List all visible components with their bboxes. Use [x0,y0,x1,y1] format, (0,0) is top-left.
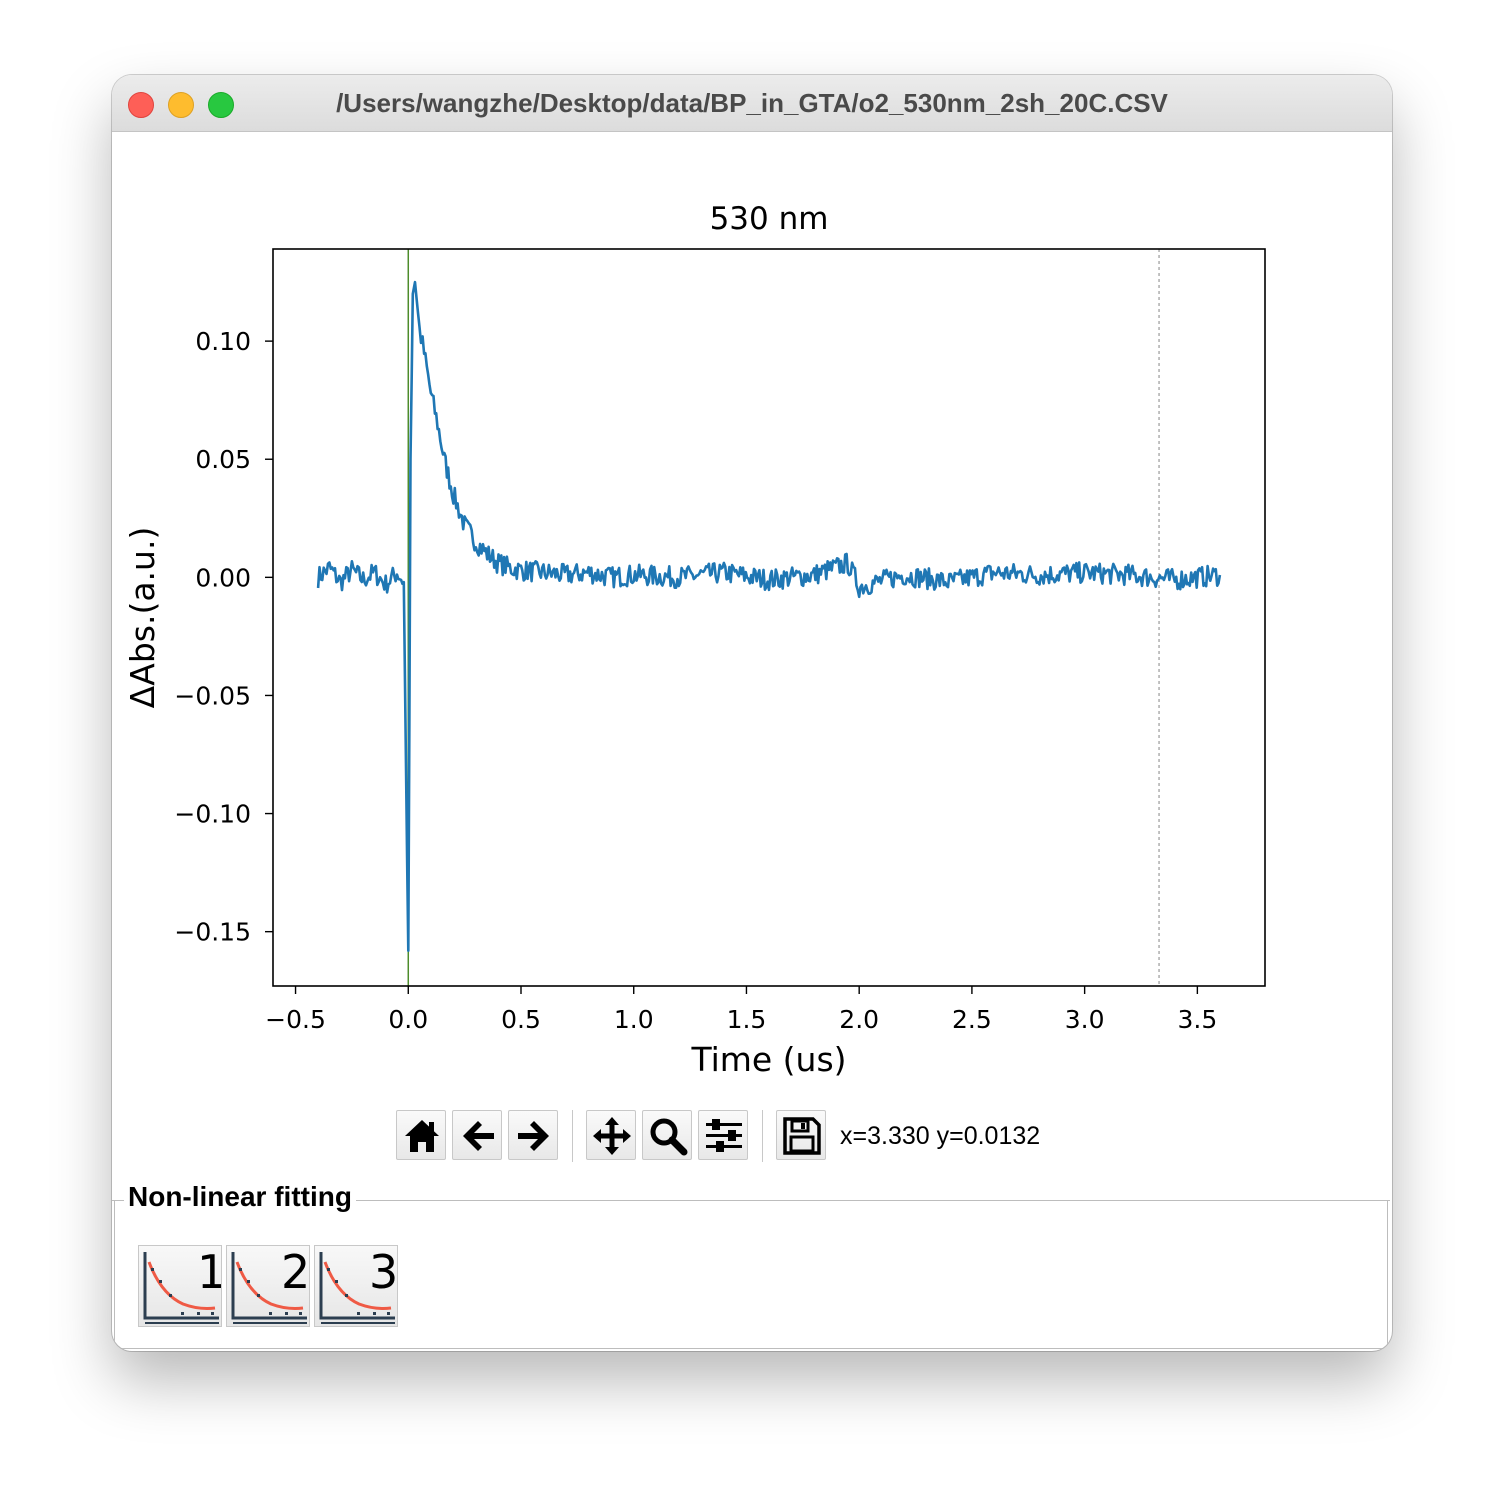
plot-canvas[interactable]: −0.5 0.0 0.5 1.0 1.5 2.0 2.5 3.0 3.5 0.10 0.05 0.00… [112,132,1392,1132]
chart-title: 530 nm [710,201,829,237]
y-tick-label: −0.10 [174,800,251,829]
x-tick-label: 2.5 [952,1005,992,1034]
close-window-button[interactable] [128,92,154,118]
y-tick-label: 0.00 [195,563,251,592]
zoom-button[interactable] [642,1110,692,1160]
x-tick-label: 3.5 [1177,1005,1217,1034]
forward-arrow-icon [518,1121,549,1151]
svg-text:3: 3 [369,1246,397,1299]
x-tick-label: 0.5 [501,1005,541,1034]
zoom-icon [650,1118,688,1156]
save-icon [783,1117,821,1155]
decay-fit-icon: 3 [319,1245,398,1324]
pan-icon [593,1117,631,1155]
x-tick-label: 1.0 [614,1005,654,1034]
back-button[interactable] [452,1110,502,1160]
x-tick-label: −0.5 [265,1005,326,1034]
window-title: /Users/wangzhe/Desktop/data/BP_in_GTA/o2… [336,88,1168,118]
y-tick-label: −0.15 [174,918,251,947]
decay-fit-icon: 1 [143,1245,226,1324]
y-tick-label: 0.05 [195,445,251,474]
configure-subplots-button[interactable] [698,1110,748,1160]
x-tick-label: 0.0 [388,1005,428,1034]
y-tick-label: −0.05 [174,681,251,710]
x-tick-label: 3.0 [1065,1005,1105,1034]
maximize-window-button[interactable] [208,92,234,118]
data-series-line [316,280,1222,952]
title-bar: /Users/wangzhe/Desktop/data/BP_in_GTA/o2… [112,75,1392,132]
y-tick-label: 0.10 [195,327,251,356]
nonlinear-fitting-group: Non-linear fitting 1 2 [112,1181,1390,1351]
x-tick-label: 2.0 [839,1005,879,1034]
x-tick-label: 1.5 [727,1005,767,1034]
save-button[interactable] [776,1110,826,1160]
toolbar-separator [572,1110,573,1162]
svg-text:1: 1 [197,1246,221,1299]
decay-fit-icon: 2 [231,1245,310,1324]
svg-text:2: 2 [281,1246,309,1299]
plot-frame [272,248,1266,987]
home-button[interactable] [396,1110,446,1160]
fit-3-button[interactable]: 3 [314,1245,398,1327]
home-icon [405,1120,439,1152]
pan-button[interactable] [586,1110,636,1160]
group-label: Non-linear fitting [124,1181,356,1213]
minimize-window-button[interactable] [168,92,194,118]
toolbar-separator [762,1110,763,1162]
x-axis-label: Time (us) [690,1040,846,1079]
configure-subplots-icon [706,1119,742,1152]
back-arrow-icon [463,1121,494,1151]
fit-1-button[interactable]: 1 [138,1245,226,1327]
y-axis-label: ΔAbs.(a.u.) [123,527,162,709]
forward-button[interactable] [508,1110,558,1160]
fit-2-button[interactable]: 2 [226,1245,310,1327]
app-window: /Users/wangzhe/Desktop/data/BP_in_GTA/o2… [112,75,1392,1351]
cursor-coordinates: x=3.330 y=0.0132 [840,1122,1041,1150]
